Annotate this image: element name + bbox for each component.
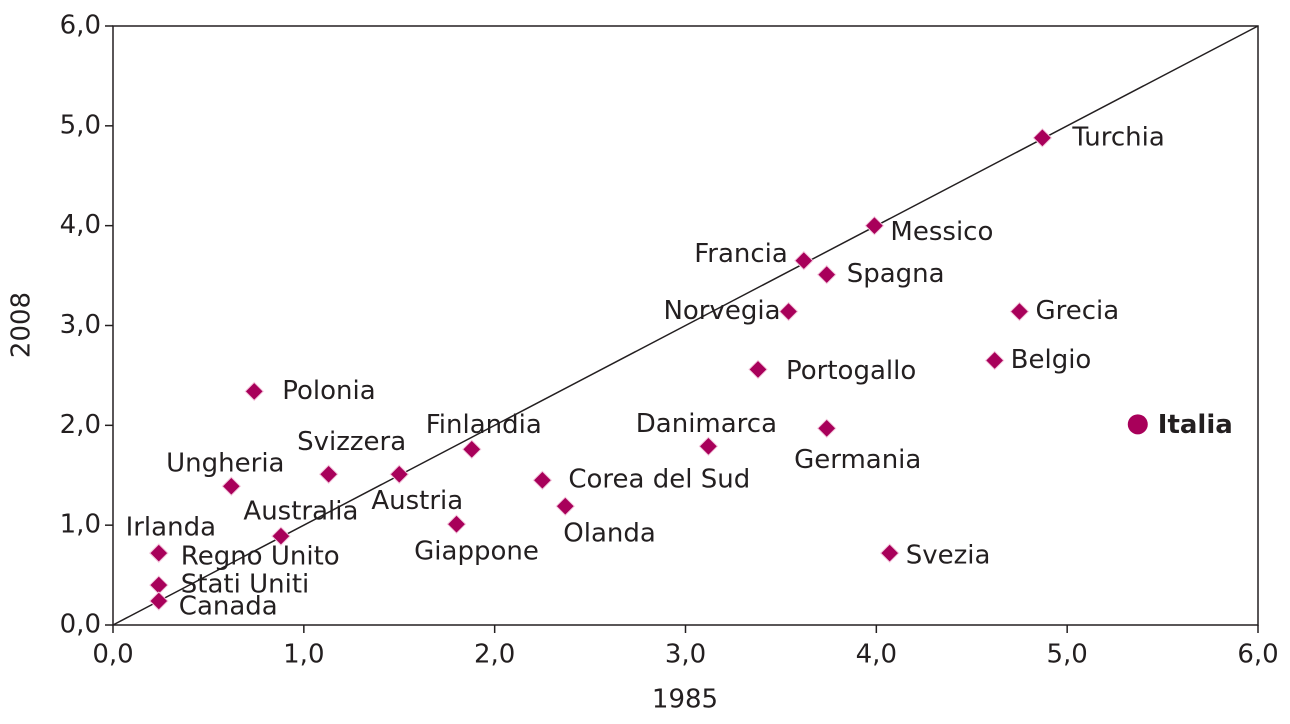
point [244, 381, 264, 402]
point-label: Ungheria [166, 449, 284, 479]
y-axis-label: 2008 [7, 292, 37, 358]
point [221, 476, 242, 496]
diagonal-line [112, 25, 1259, 626]
point-label: Turchia [1071, 122, 1164, 152]
point [446, 514, 467, 534]
y-tick-label: 5,0 [60, 110, 101, 140]
point [879, 543, 900, 563]
point-label: Portogallo [786, 356, 916, 386]
point [462, 439, 482, 460]
point-label: Finlandia [426, 410, 542, 440]
point-label: Italia [1158, 410, 1233, 440]
point-label: Spagna [847, 259, 945, 289]
point [149, 591, 169, 611]
x-tick-label: 5,0 [1046, 640, 1087, 670]
point [389, 464, 409, 484]
point [1032, 128, 1053, 148]
point-label: Belgio [1011, 345, 1092, 375]
x-tick-label: 2,0 [474, 640, 515, 670]
y-tick-label: 4,0 [60, 210, 101, 240]
point-label: Norvegia [663, 296, 780, 326]
point-label: Corea del Sud [568, 465, 750, 495]
point-label: Danimarca [636, 409, 777, 439]
point-label: Austria [371, 486, 463, 516]
point-label: Polonia [282, 376, 375, 406]
y-tick-label: 2,0 [60, 410, 101, 440]
point [778, 301, 799, 322]
point [698, 436, 719, 457]
x-tick-label: 4,0 [856, 640, 897, 670]
point-label: Francia [694, 239, 788, 269]
point [555, 496, 575, 516]
point [532, 470, 553, 490]
point-label: Irlanda [126, 513, 216, 543]
x-tick-label: 3,0 [665, 640, 706, 670]
point [271, 526, 291, 546]
point-label: Canada [179, 592, 278, 622]
point-label: Svizzera [297, 427, 406, 457]
point-label: Messico [890, 217, 993, 247]
point-label: Grecia [1035, 296, 1119, 326]
point [748, 359, 768, 380]
point-label: Australia [243, 497, 358, 527]
point-label: Stati Uniti [181, 570, 309, 600]
point [794, 250, 814, 271]
point-label: Olanda [563, 519, 656, 549]
point-label: Svezia [906, 541, 991, 571]
x-tick-label: 0,0 [92, 640, 133, 670]
point [1127, 414, 1148, 435]
point-label: Giappone [414, 537, 539, 567]
y-tick-label: 6,0 [60, 11, 101, 41]
y-tick-label: 3,0 [60, 310, 101, 340]
point [318, 464, 339, 484]
point [817, 418, 837, 439]
point [817, 264, 837, 285]
y-tick-label: 0,0 [60, 610, 101, 640]
point [149, 543, 169, 563]
point [984, 350, 1005, 371]
point [1009, 301, 1030, 322]
x-tick-label: 1,0 [283, 640, 324, 670]
x-tick-label: 6,0 [1237, 640, 1278, 670]
point-label: Regno Unito [181, 542, 340, 572]
x-axis-label: 1985 [652, 685, 718, 715]
point-label: Germania [794, 445, 921, 475]
point [864, 215, 885, 236]
y-tick-label: 1,0 [60, 510, 101, 540]
